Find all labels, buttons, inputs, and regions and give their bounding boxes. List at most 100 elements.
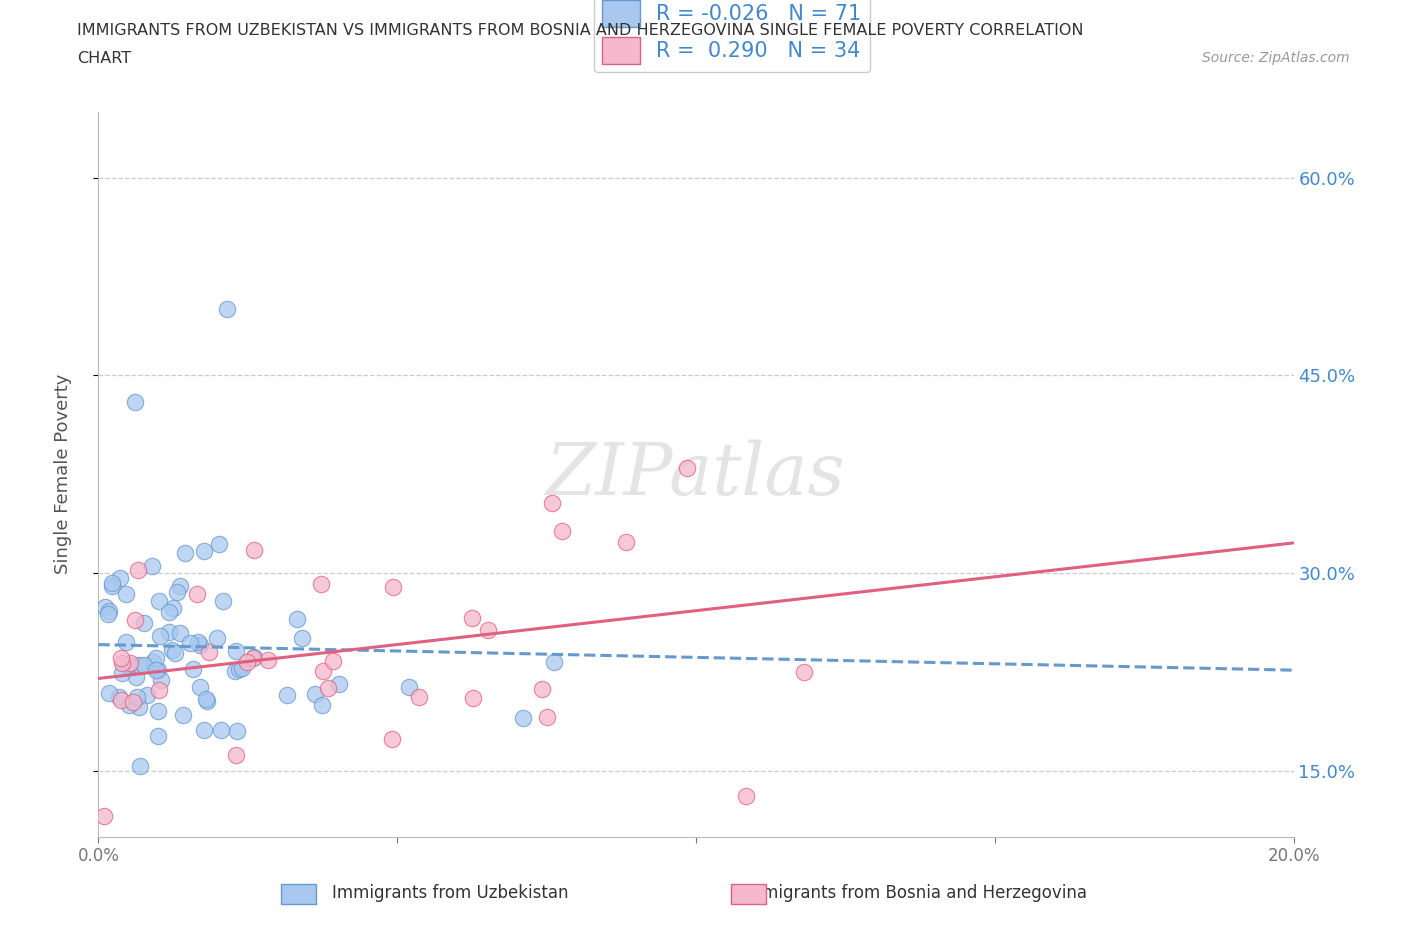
Point — [128, 658, 150, 672]
Point — [124, 394, 146, 409]
Point — [148, 593, 170, 608]
Point — [734, 789, 756, 804]
Point — [157, 604, 180, 619]
Point — [93, 808, 115, 823]
Text: ZIPatlas: ZIPatlas — [546, 439, 846, 510]
Point — [193, 544, 215, 559]
Point — [100, 578, 122, 593]
Point — [541, 495, 564, 510]
Point — [186, 587, 208, 602]
Point — [122, 695, 145, 710]
Point — [187, 635, 209, 650]
Point — [228, 661, 250, 676]
Point — [169, 626, 191, 641]
Point — [111, 666, 134, 681]
Point — [242, 650, 264, 665]
Point — [276, 687, 298, 702]
Point — [614, 534, 637, 549]
Point — [127, 562, 149, 577]
Point — [115, 635, 138, 650]
Point — [531, 682, 554, 697]
Text: Immigrants from Uzbekistan: Immigrants from Uzbekistan — [332, 884, 568, 902]
Point — [120, 656, 142, 671]
Point — [477, 622, 499, 637]
Point — [173, 546, 195, 561]
Text: CHART: CHART — [77, 51, 131, 66]
Point — [135, 687, 157, 702]
Point — [224, 748, 246, 763]
Point — [108, 690, 131, 705]
Point — [132, 658, 155, 672]
Point — [236, 655, 259, 670]
Y-axis label: Single Female Poverty: Single Female Poverty — [53, 374, 72, 575]
Point — [461, 691, 484, 706]
Point — [461, 611, 484, 626]
Point — [551, 524, 574, 538]
Point — [291, 631, 314, 645]
Point — [675, 460, 697, 475]
Point — [110, 693, 132, 708]
Point — [309, 577, 332, 591]
Point — [129, 758, 152, 773]
Point — [125, 670, 148, 684]
Point — [124, 613, 146, 628]
Point — [208, 537, 231, 551]
Point — [198, 644, 221, 659]
Point — [257, 653, 280, 668]
Point — [115, 587, 138, 602]
Text: IMMIGRANTS FROM UZBEKISTAN VS IMMIGRANTS FROM BOSNIA AND HERZEGOVINA SINGLE FEMA: IMMIGRANTS FROM UZBEKISTAN VS IMMIGRANTS… — [77, 23, 1084, 38]
Point — [145, 663, 167, 678]
Point — [243, 542, 266, 557]
Point — [145, 651, 167, 666]
Point — [149, 672, 172, 687]
Point — [179, 635, 201, 650]
Point — [169, 579, 191, 594]
Point — [162, 601, 184, 616]
Point — [181, 661, 204, 676]
Point — [408, 689, 430, 704]
Point — [322, 654, 344, 669]
Point — [211, 593, 233, 608]
Point — [118, 698, 141, 712]
Point — [97, 607, 120, 622]
Point — [97, 604, 120, 618]
Point — [793, 665, 815, 680]
Point — [190, 638, 212, 653]
Point — [110, 650, 132, 665]
Point — [141, 558, 163, 573]
Point — [132, 616, 155, 631]
Point — [94, 600, 117, 615]
Point — [316, 680, 339, 695]
Point — [224, 664, 246, 679]
Point — [194, 692, 217, 707]
Point — [543, 655, 565, 670]
Point — [381, 579, 404, 594]
Point — [101, 576, 124, 591]
Point — [172, 708, 194, 723]
Point — [148, 683, 170, 698]
Text: Source: ZipAtlas.com: Source: ZipAtlas.com — [1202, 51, 1350, 65]
Point — [149, 629, 172, 644]
Point — [188, 680, 211, 695]
Point — [226, 724, 249, 738]
Point — [146, 728, 169, 743]
Point — [311, 663, 333, 678]
Point — [195, 694, 218, 709]
Point — [148, 703, 170, 718]
Point — [536, 710, 558, 724]
Point — [98, 686, 121, 701]
Text: Immigrants from Bosnia and Herzegovina: Immigrants from Bosnia and Herzegovina — [741, 884, 1087, 902]
Point — [215, 302, 238, 317]
Point — [398, 680, 420, 695]
Point — [304, 687, 326, 702]
Legend: R = -0.026   N = 71, R =  0.290   N = 34: R = -0.026 N = 71, R = 0.290 N = 34 — [593, 0, 870, 72]
Point — [160, 643, 183, 658]
Point — [225, 644, 247, 658]
Point — [193, 723, 215, 737]
Point — [108, 571, 131, 586]
Point — [127, 690, 149, 705]
Point — [111, 656, 134, 671]
Point — [285, 612, 308, 627]
Point — [117, 658, 139, 672]
Point — [381, 732, 404, 747]
